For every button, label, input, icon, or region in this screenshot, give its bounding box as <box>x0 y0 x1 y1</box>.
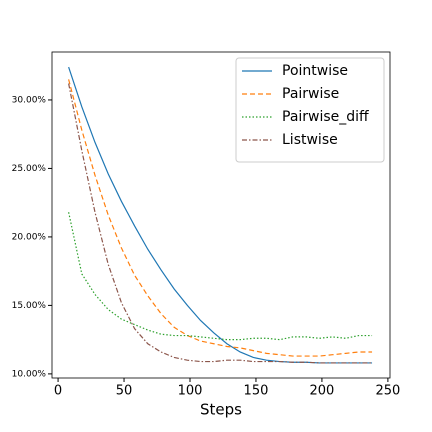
legend: Pointwise Pairwise Pairwise_diff Listwise <box>235 57 385 163</box>
x-tick-label: 200 <box>310 384 335 399</box>
x-tick-label: 150 <box>244 384 269 399</box>
legend-label: Listwise <box>282 132 338 148</box>
y-tick-label: 15.00% <box>12 301 47 311</box>
line <box>68 79 373 357</box>
plot-frame <box>51 51 391 379</box>
x-tick-label: 250 <box>375 384 400 399</box>
x-tick-label: 50 <box>116 384 133 399</box>
line <box>68 83 373 364</box>
legend-label: Pairwise_diff <box>282 109 369 125</box>
x-tick-label: 100 <box>178 384 203 399</box>
y-tick-label: 20.00% <box>12 232 47 242</box>
x-axis-label: Steps <box>200 401 242 419</box>
y-tick-label: 10.00% <box>12 369 47 379</box>
x-tick-label: 0 <box>54 384 62 399</box>
legend-label: Pairwise <box>282 86 339 102</box>
legend-label: Pointwise <box>282 63 348 79</box>
line <box>68 212 373 341</box>
y-tick-label: 25.00% <box>12 164 47 174</box>
y-tick-label: 30.00% <box>12 95 47 105</box>
legend-box <box>235 57 385 163</box>
